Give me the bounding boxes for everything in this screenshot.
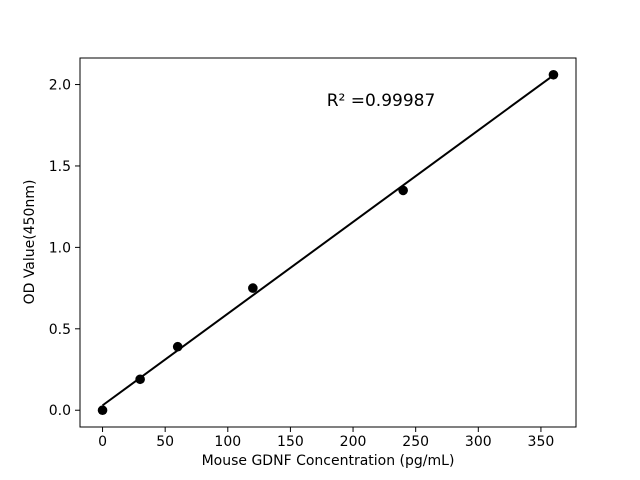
y-axis-label: OD Value(450nm) <box>22 179 38 305</box>
y-tick-label: 0.0 <box>49 403 71 419</box>
x-tick-label: 100 <box>214 434 241 450</box>
y-tick-label: 1.5 <box>49 159 71 175</box>
data-point <box>97 405 108 416</box>
data-point <box>248 283 258 293</box>
r-squared-annotation: R² =0.99987 <box>326 91 436 111</box>
x-tick-label: 350 <box>528 434 555 450</box>
data-point <box>135 374 145 385</box>
x-tick-label: 200 <box>340 434 367 450</box>
x-tick-label: 150 <box>277 434 304 450</box>
x-axis-label: Mouse GDNF Concentration (pg/mL) <box>201 453 455 469</box>
data-point <box>172 341 183 352</box>
y-tick-label: 2.0 <box>49 78 71 94</box>
x-tick-label: 250 <box>402 434 429 450</box>
fit-line <box>101 74 555 407</box>
x-tick-label: 300 <box>465 434 492 450</box>
x-tick-label: 0 <box>98 434 107 450</box>
y-tick-label: 0.5 <box>49 322 71 338</box>
x-tick-label: 50 <box>156 434 174 450</box>
data-point <box>548 69 559 80</box>
data-point <box>398 185 408 196</box>
y-tick-label: 1.0 <box>49 240 71 256</box>
axes-spines <box>79 57 577 428</box>
